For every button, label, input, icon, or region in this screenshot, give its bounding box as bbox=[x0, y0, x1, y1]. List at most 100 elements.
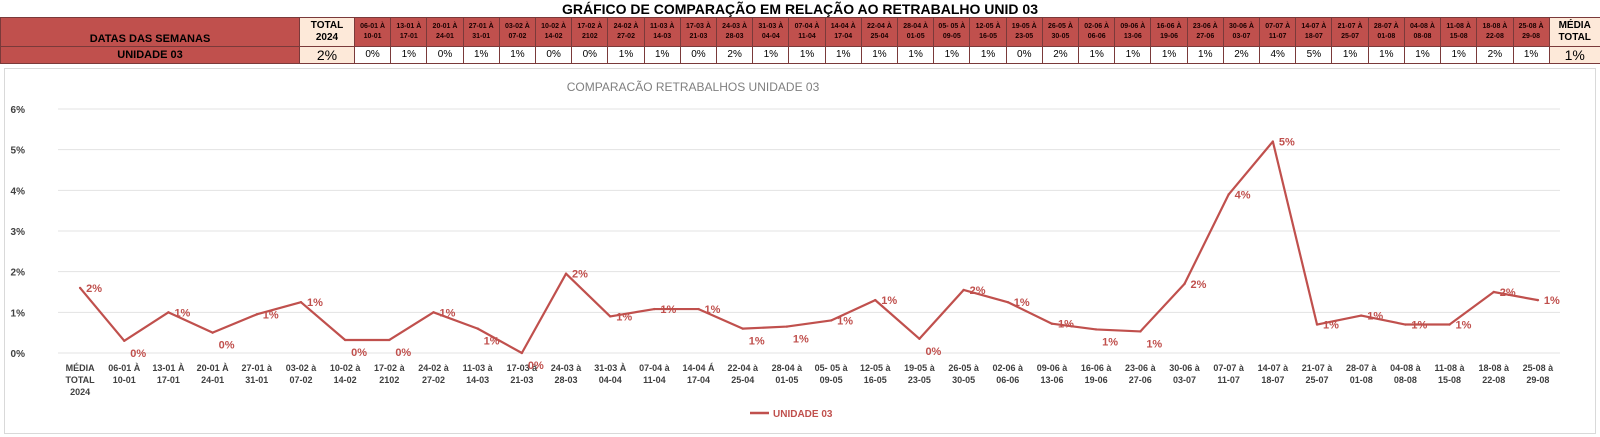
x-tick-label: 31-03 À 04-04 bbox=[594, 363, 627, 385]
week-header: 18-08 À 22-08 bbox=[1476, 17, 1514, 47]
data-label: 1% bbox=[1146, 338, 1162, 350]
data-point bbox=[1448, 323, 1451, 326]
week-value: 1% bbox=[752, 45, 790, 65]
x-tick-label: 18-08 à 22-08 bbox=[1478, 363, 1510, 385]
x-tick-label: 07-04 à 11-04 bbox=[639, 363, 671, 385]
data-point bbox=[1492, 290, 1495, 294]
data-point bbox=[874, 298, 877, 302]
media-value: 1% bbox=[1548, 45, 1600, 65]
data-point bbox=[1315, 323, 1319, 326]
data-label: 0% bbox=[130, 348, 146, 360]
data-point bbox=[829, 319, 833, 322]
x-tick-label: 24-02 à 27-02 bbox=[418, 363, 450, 385]
data-point bbox=[785, 325, 789, 328]
data-label: 1% bbox=[660, 304, 676, 316]
data-point bbox=[564, 272, 568, 275]
x-tick-label: 02-06 à 06-06 bbox=[993, 363, 1025, 385]
data-label: 1% bbox=[705, 304, 721, 316]
data-label: 1% bbox=[440, 307, 456, 319]
week-header: 23-06 À 27-06 bbox=[1186, 17, 1224, 47]
x-tick-label: 03-02 à 07-02 bbox=[286, 363, 318, 385]
week-header: 16-06 À 19-06 bbox=[1150, 17, 1188, 47]
x-tick-label: 24-03 à 28-03 bbox=[551, 363, 583, 385]
data-label: 1% bbox=[881, 295, 897, 307]
data-point bbox=[476, 327, 479, 330]
data-label: 1% bbox=[749, 336, 765, 348]
week-header: 21-07 À 25-07 bbox=[1331, 17, 1369, 47]
values-row: UNIDADE 03 2% 0% 1% 0% 1% 1% 0% 0% 1% 1% 0% 2% 1% 1% 1%… bbox=[0, 45, 1600, 65]
week-value: 1% bbox=[897, 45, 935, 65]
x-tick-label: 10-02 à 14-02 bbox=[330, 363, 362, 385]
data-point bbox=[78, 286, 82, 290]
data-label: 4% bbox=[1235, 189, 1251, 201]
week-value: 1% bbox=[1114, 45, 1152, 65]
total-value: 2% bbox=[299, 45, 355, 65]
week-header: 10-02 À 14-02 bbox=[535, 17, 573, 47]
x-tick-label: 17-02 à 2102 bbox=[374, 363, 406, 385]
data-point bbox=[741, 327, 744, 330]
media-header: MÉDIA TOTAL bbox=[1548, 17, 1600, 47]
data-label: 2% bbox=[970, 285, 986, 297]
x-tick-label: 13-01 À 17-01 bbox=[152, 363, 185, 385]
week-header: 04-08 À 08-08 bbox=[1403, 17, 1442, 47]
x-tick-label: 30-06 à 03-07 bbox=[1169, 363, 1201, 385]
week-value: 2% bbox=[1041, 45, 1080, 65]
data-point bbox=[1404, 323, 1407, 326]
dates-header-label: DATAS DAS SEMANAS bbox=[0, 17, 300, 47]
week-value: 0% bbox=[426, 45, 464, 65]
data-point bbox=[1006, 300, 1009, 304]
week-value: 1% bbox=[643, 45, 681, 65]
x-tick-label: 11-08 à 15-08 bbox=[1435, 363, 1466, 385]
y-tick-label: 2% bbox=[11, 268, 26, 279]
week-value: 1% bbox=[1403, 45, 1442, 65]
week-header: 14-07 À 18-07 bbox=[1295, 17, 1333, 47]
data-point bbox=[388, 338, 391, 342]
data-point bbox=[918, 337, 921, 340]
week-header: 24-02 À 27-02 bbox=[607, 17, 645, 47]
data-label: 1% bbox=[1058, 319, 1074, 331]
week-value: 0% bbox=[679, 45, 718, 65]
data-point bbox=[653, 307, 656, 311]
data-point bbox=[167, 311, 170, 314]
week-header: 20-01 À 24-01 bbox=[426, 17, 464, 47]
week-header: 25-08 À 29-08 bbox=[1512, 17, 1550, 47]
y-tick-label: 3% bbox=[11, 227, 26, 238]
unit-row-label: UNIDADE 03 bbox=[0, 45, 300, 65]
week-value: 1% bbox=[1512, 45, 1550, 65]
data-label: 2% bbox=[572, 269, 588, 281]
week-value: 1% bbox=[498, 45, 537, 65]
x-tick-label: 20-01 À 24-01 bbox=[197, 363, 230, 385]
data-label: 1% bbox=[1014, 297, 1030, 309]
y-tick-label: 4% bbox=[11, 186, 26, 197]
y-tick-label: 5% bbox=[11, 146, 26, 157]
y-tick-label: 0% bbox=[11, 349, 26, 360]
data-point bbox=[1094, 328, 1098, 331]
week-header: 30-06 À 03-07 bbox=[1222, 17, 1261, 47]
week-header: 28-04 À 01-05 bbox=[897, 17, 935, 47]
x-tick-label: 27-01 à 31-01 bbox=[242, 363, 274, 385]
y-tick-label: 1% bbox=[11, 308, 26, 319]
week-value: 1% bbox=[1367, 45, 1405, 65]
week-header: 09-06 À 13-06 bbox=[1114, 17, 1152, 47]
week-value: 0% bbox=[571, 45, 609, 65]
week-value: 1% bbox=[969, 45, 1007, 65]
data-point bbox=[1183, 282, 1186, 286]
week-header: 03-02 À 07-02 bbox=[498, 17, 537, 47]
x-tick-label: 14-04 Á 17-04 bbox=[683, 363, 716, 385]
week-header: 11-08 À 15-08 bbox=[1440, 17, 1478, 47]
week-header: 28-07 À 01-08 bbox=[1367, 17, 1405, 47]
chart-title: COMPARACÃO RETRABALHOS UNIDADE 03 bbox=[567, 80, 820, 94]
week-header: 22-04 À 25-04 bbox=[860, 17, 899, 47]
header-row: DATAS DAS SEMANAS TOTAL 2024 06-01 À 10-01… bbox=[0, 17, 1600, 47]
data-label: 1% bbox=[484, 336, 500, 348]
data-point bbox=[343, 338, 347, 342]
week-header: 11-03 À 14-03 bbox=[643, 17, 681, 47]
week-header: 06-01 À 10-01 bbox=[353, 17, 392, 47]
data-label: 0% bbox=[351, 347, 367, 359]
data-point bbox=[962, 288, 965, 292]
x-tick-label: 26-05 à 30-05 bbox=[948, 363, 980, 385]
x-tick-label: 09-06 à 13-06 bbox=[1037, 363, 1069, 385]
data-label: 1% bbox=[1323, 320, 1339, 332]
data-point bbox=[1271, 140, 1275, 143]
data-label: 1% bbox=[793, 334, 809, 346]
